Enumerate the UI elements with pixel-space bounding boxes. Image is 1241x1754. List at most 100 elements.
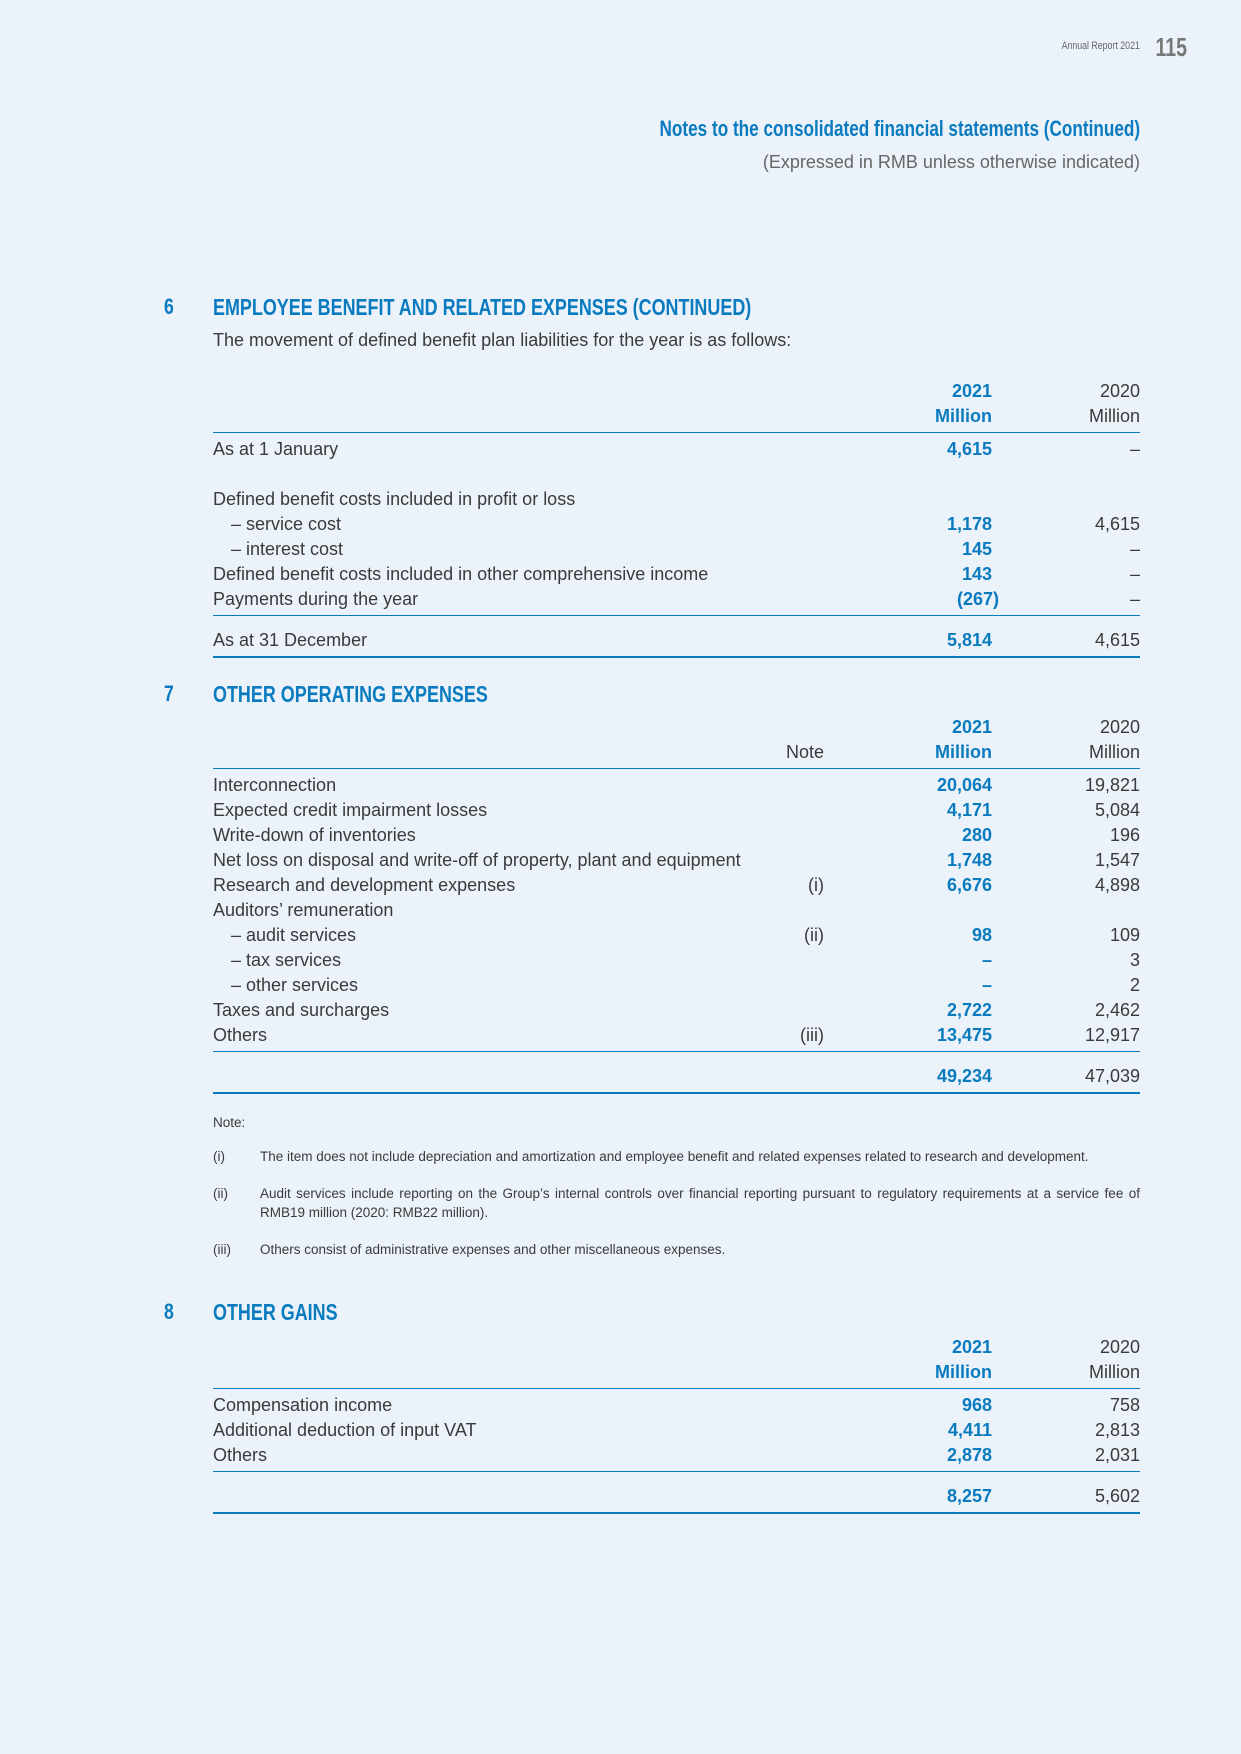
note-key: (ii) — [213, 1186, 228, 1201]
value-2021: 145 — [961, 539, 992, 559]
section-6-number: 6 — [164, 294, 174, 319]
section-8-title: OTHER GAINS — [213, 1299, 338, 1325]
note-text: The item does not include depreciation a… — [260, 1149, 1089, 1164]
note-text: Others consist of administrative expense… — [260, 1242, 726, 1257]
row-label: Compensation income — [213, 1395, 393, 1415]
row-label: Auditors’ remuneration — [213, 900, 394, 920]
table-row: Compensation income 968 758 — [213, 1393, 1140, 1418]
total-2020: 47,039 — [1084, 1066, 1140, 1086]
section-7-title: OTHER OPERATING EXPENSES — [213, 681, 488, 707]
value-2021: 13,475 — [936, 1025, 992, 1045]
row-label: Others — [213, 1025, 268, 1045]
total-2021: 8,257 — [946, 1486, 992, 1506]
report-name: Annual Report 2021 — [1061, 40, 1140, 52]
header-note: Note — [785, 742, 824, 762]
row-label: – interest cost — [231, 539, 344, 559]
total-2020: 5,602 — [1094, 1486, 1140, 1506]
value-2021: 4,411 — [947, 1420, 992, 1440]
header-rule — [213, 432, 1140, 433]
value-2021: – — [981, 950, 992, 970]
table-row: – audit services (ii) 98 109 — [213, 923, 1140, 948]
header-unit-2021: Million — [935, 406, 992, 426]
table-row: – tax services – 3 — [213, 948, 1140, 973]
section-8-number: 8 — [164, 1299, 174, 1324]
value-2020: 4,615 — [1094, 514, 1140, 534]
section-6-title: EMPLOYEE BENEFIT AND RELATED EXPENSES (C… — [213, 294, 752, 320]
header-2020: 2020 — [1099, 1337, 1140, 1357]
total-row: As at 31 December 5,814 4,615 — [213, 628, 1140, 653]
row-note: (iii) — [800, 1025, 824, 1045]
table-row: Expected credit impairment losses 4,171 5,… — [213, 798, 1140, 823]
row-label: Interconnection — [213, 775, 337, 795]
header-row-unit: Note Million Million — [213, 740, 1140, 765]
value-2021: 4,615 — [946, 439, 992, 459]
table-row: Others (iii) 13,475 12,917 — [213, 1023, 1140, 1048]
row-label: – other services — [231, 975, 359, 995]
row-note: (i) — [808, 875, 824, 895]
table-row: Taxes and surcharges 2,722 2,462 — [213, 998, 1140, 1023]
table-row: Others 2,878 2,031 — [213, 1443, 1140, 1468]
header-2021: 2021 — [951, 1337, 992, 1357]
header-unit-2021: Million — [935, 1362, 992, 1382]
table-row: Write-down of inventories 280 196 — [213, 823, 1140, 848]
value-2020: – — [1129, 589, 1140, 609]
value-2020: 5,084 — [1094, 800, 1140, 820]
total-row: 8,257 5,602 — [213, 1484, 1140, 1509]
header-2021: 2021 — [951, 717, 992, 737]
value-2020: – — [1129, 439, 1140, 459]
header-row-unit: Million Million — [213, 404, 1140, 429]
table-row: – interest cost 145 – — [213, 537, 1140, 562]
value-2021: 20,064 — [936, 775, 992, 795]
value-2020: 12,917 — [1084, 1025, 1140, 1045]
total-2021: 49,234 — [936, 1066, 992, 1086]
header-rule — [213, 1388, 1140, 1389]
value-2021: 4,171 — [946, 800, 992, 820]
total-2020: 4,615 — [1094, 630, 1140, 650]
table-row: – service cost 1,178 4,615 — [213, 512, 1140, 537]
section-8-table: 2021 2020 Million Million Compensation incom… — [213, 1335, 1140, 1518]
page-title: Notes to the consolidated financial stat… — [659, 116, 1140, 141]
value-2020: 758 — [1109, 1395, 1140, 1415]
header-unit-2020: Million — [1088, 1362, 1140, 1382]
row-note: (ii) — [804, 925, 824, 945]
subtotal-rule — [213, 1051, 1140, 1052]
value-2021: 98 — [971, 925, 992, 945]
table-row: Defined benefit costs included in profit… — [213, 487, 1140, 512]
row-label: Additional deduction of input VAT — [213, 1420, 477, 1440]
row-label: Defined benefit costs included in other … — [213, 564, 709, 584]
value-2020: 2,031 — [1094, 1445, 1140, 1465]
spacer — [213, 620, 1140, 628]
note-item: (ii) Audit services include reporting on … — [213, 1184, 1140, 1222]
page-number: 115 — [1155, 32, 1187, 62]
table-row: As at 1 January 4,615 – — [213, 437, 1140, 462]
row-label: – audit services — [231, 925, 357, 945]
section-7-table: 2021 2020 Note Million Million Interconnectio… — [213, 715, 1140, 1098]
row-label: Research and development expenses — [213, 875, 516, 895]
total-row: 49,234 47,039 — [213, 1064, 1140, 1089]
header-2020: 2020 — [1099, 717, 1140, 737]
row-label: Net loss on disposal and write-off of pr… — [213, 850, 741, 870]
row-label: – service cost — [231, 514, 342, 534]
value-2021: 1,748 — [946, 850, 992, 870]
value-2021: 143 — [961, 564, 992, 584]
row-label: Write-down of inventories — [213, 825, 416, 845]
row-label: Expected credit impairment losses — [213, 800, 488, 820]
notes-title: Note: — [213, 1115, 246, 1130]
header-rule — [213, 768, 1140, 769]
spacer — [213, 1056, 1140, 1064]
section-6-table: 2021 2020 Million Million As at 1 January 4,6… — [213, 379, 1140, 662]
header-row-unit: Million Million — [213, 1360, 1140, 1385]
value-2021: 1,178 — [946, 514, 992, 534]
header-unit-2021: Million — [935, 742, 992, 762]
table-row: Defined benefit costs included in other … — [213, 562, 1140, 587]
value-2020: 4,898 — [1094, 875, 1140, 895]
row-label: Payments during the year — [213, 589, 419, 609]
value-2020: 1,547 — [1094, 850, 1140, 870]
value-2021: – — [981, 975, 992, 995]
row-label: Others — [213, 1445, 268, 1465]
table-row: Interconnection 20,064 19,821 — [213, 773, 1140, 798]
value-2021: 2,878 — [946, 1445, 992, 1465]
value-2021: (267) — [956, 589, 999, 609]
row-label: – tax services — [231, 950, 342, 970]
table-row: Auditors’ remuneration — [213, 898, 1140, 923]
